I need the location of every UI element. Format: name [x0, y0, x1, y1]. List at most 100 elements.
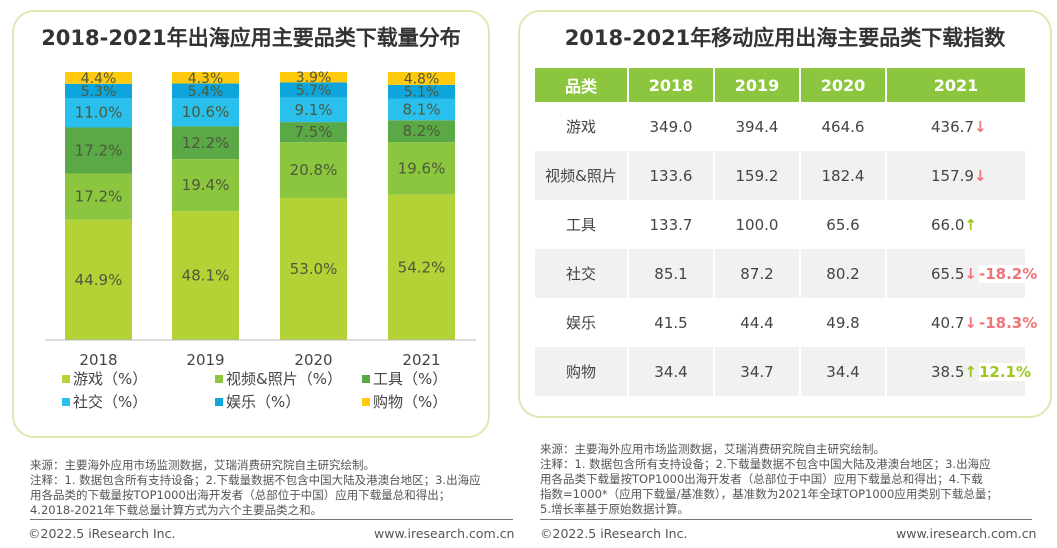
- table-title: 2018-2021年移动应用出海主要品类下载指数: [564, 26, 1006, 50]
- data-label: 10.6%: [182, 103, 230, 121]
- value-2021: 65.5: [931, 264, 965, 283]
- bar-segment: [280, 82, 347, 98]
- bar-segment: [65, 173, 132, 220]
- category-cell: 社交: [535, 249, 627, 298]
- data-label: 5.4%: [188, 84, 224, 100]
- data-label: 4.3%: [188, 71, 224, 87]
- bar-segment: [172, 159, 239, 212]
- value-cell-2021: 157.9↓: [887, 151, 1025, 200]
- note-line: 来源：主要海外应用市场监测数据，艾瑞消费研究院自主研究绘制。: [30, 458, 375, 472]
- legend-item: 娱乐（%）: [215, 391, 300, 412]
- category-cell: 视频&照片: [535, 151, 627, 200]
- value-cell: 65.6: [826, 215, 860, 234]
- value-cell: 34.4: [629, 347, 713, 396]
- legend-item: 社交（%）: [62, 391, 147, 412]
- bar-segment: [388, 98, 455, 121]
- data-label: 4.4%: [81, 71, 117, 87]
- category-cell: 娱乐: [565, 314, 596, 332]
- table-row: 社交 85.1 87.2 80.2 65.5↓ -18.2%: [535, 249, 1038, 298]
- value-cell: 133.7: [649, 215, 693, 234]
- data-label: 5.7%: [296, 83, 332, 99]
- legend-label: 视频&照片（%）: [226, 370, 342, 388]
- right-table-card: 2018-2021年移动应用出海主要品类下载指数 品类 2018 2019 2020 2…: [518, 10, 1052, 418]
- legend-label: 购物（%）: [373, 393, 448, 411]
- value-cell-2021: 436.7↓: [887, 102, 1025, 151]
- table-row: 游戏 349.0 394.4 464.6 436.7↓: [535, 102, 1025, 151]
- bar-segment: [388, 142, 455, 195]
- bar-segment: [65, 83, 132, 98]
- bar-segment: [172, 72, 239, 84]
- x-tick-label: 2019: [186, 351, 224, 369]
- value-cell-2021: 66.0↑: [887, 200, 1025, 249]
- data-label: 9.1%: [294, 101, 332, 119]
- legend-label: 工具（%）: [373, 370, 448, 388]
- note-line: 指数=1000*（应用下载量/基准数），基准数为2021年全球TOP1000应用…: [540, 487, 998, 501]
- value-cell: 41.5: [654, 313, 688, 332]
- right-notes: 来源：主要海外应用市场监测数据，艾瑞消费研究院自主研究绘制。 注释：1. 数据包含…: [540, 442, 1050, 517]
- website-url[interactable]: www.iresearch.com.cn: [374, 526, 515, 541]
- value-cell: 44.4: [740, 313, 774, 332]
- value-2021: 436.7: [931, 117, 974, 136]
- bar-segment: [280, 122, 347, 143]
- category-cell: 游戏: [565, 118, 596, 136]
- legend-item: 工具（%）: [362, 368, 447, 389]
- table-row: 购物 34.4 34.7 34.4 38.5↑ 12.1%: [535, 347, 1032, 396]
- website-url[interactable]: www.iresearch.com.cn: [896, 526, 1037, 541]
- bar-segment: [65, 127, 132, 174]
- copyright: ©2022.5 iResearch Inc.: [28, 526, 176, 541]
- value-cell: 159.2: [715, 151, 799, 200]
- legend-swatch: [215, 397, 223, 406]
- note-line: 4.2018-2021年下载总量计算方式为六个主要品类之和。: [30, 503, 323, 517]
- x-tick-label: 2018: [79, 351, 117, 369]
- data-label: 12.2%: [182, 134, 230, 152]
- divider: [540, 519, 1032, 520]
- bar-segment: [388, 120, 455, 143]
- column-header: 2021: [887, 68, 1025, 102]
- download-index-table: 品类 2018 2019 2020 2021 游戏 349.0 394.4 464.6 43…: [533, 68, 1038, 396]
- data-label: 19.6%: [398, 159, 446, 177]
- legend-swatch: [62, 374, 70, 383]
- copyright: ©2022.5 iResearch Inc.: [540, 526, 688, 541]
- arrow-down-icon: ↓: [964, 313, 977, 332]
- table-row: 工具 133.7 100.0 65.6 66.0↑: [535, 200, 1025, 249]
- bar-segment: [280, 72, 347, 83]
- note-line: 用各品类的下载量按TOP1000出海开发者（总部位于中国）应用下载量总和得出；: [30, 488, 451, 502]
- data-label: 3.9%: [296, 70, 332, 86]
- note-line: 5.增长率基于原始数据计算。: [540, 502, 689, 516]
- data-label: 54.2%: [398, 258, 446, 276]
- value-cell: 34.4: [801, 347, 885, 396]
- data-label: 7.5%: [294, 123, 332, 141]
- data-label: 8.1%: [402, 100, 440, 118]
- legend-label: 社交（%）: [73, 393, 148, 411]
- category-cell: 工具: [565, 216, 596, 234]
- arrow-down-icon: ↓: [973, 117, 987, 136]
- legend-swatch: [362, 374, 370, 383]
- value-cell-2021: 38.5↑ 12.1%: [887, 347, 1032, 396]
- bar-segment: [65, 97, 132, 128]
- divider: [30, 519, 513, 520]
- legend-swatch: [215, 374, 223, 383]
- note-line: 注释：1. 数据包含所有支持设备；2.下载量数据不包含中国大陆及港澳台地区；3.…: [30, 473, 481, 487]
- data-label: 8.2%: [402, 122, 440, 140]
- value-cell: 464.6: [821, 117, 865, 136]
- data-label: 44.9%: [75, 271, 123, 289]
- legend-swatch: [362, 397, 370, 406]
- table-row: 娱乐 41.5 44.4 49.8 40.7↓ -18.3%: [535, 298, 1038, 347]
- legend-item: 购物（%）: [362, 391, 447, 412]
- column-header: 2020: [801, 68, 885, 102]
- bar-segment: [280, 142, 347, 198]
- x-tick-label: 2021: [402, 351, 440, 369]
- value-cell: 394.4: [735, 117, 779, 136]
- legend-label: 游戏（%）: [73, 370, 148, 388]
- bar-segment: [172, 83, 239, 98]
- value-cell-2021: 40.7↓ -18.3%: [887, 298, 1038, 347]
- value-cell: 349.0: [649, 117, 693, 136]
- value-2021: 38.5: [931, 362, 965, 381]
- legend-item: 游戏（%）: [62, 368, 147, 389]
- data-label: 4.8%: [404, 71, 440, 87]
- legend-label: 娱乐（%）: [226, 393, 301, 411]
- legend-swatch: [62, 397, 70, 406]
- data-label: 19.4%: [182, 176, 230, 194]
- value-cell: 87.2: [715, 249, 799, 298]
- bar-segment: [388, 84, 455, 99]
